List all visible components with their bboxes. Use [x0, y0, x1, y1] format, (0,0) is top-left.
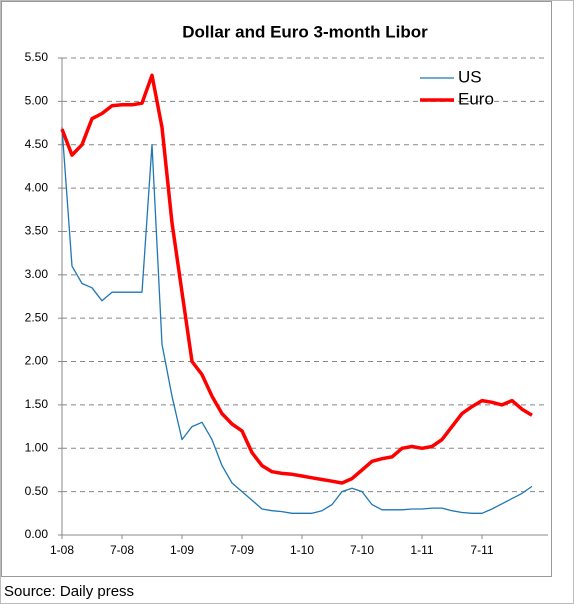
- y-tick-label: 4.00: [25, 180, 49, 194]
- y-tick-label: 2.00: [25, 354, 49, 368]
- chart-title: Dollar and Euro 3-month Libor: [182, 22, 428, 41]
- x-tick-label: 7-09: [230, 543, 254, 557]
- y-tick-label: 5.00: [25, 94, 49, 108]
- x-tick-label: 7-10: [350, 543, 374, 557]
- source-note: Source: Daily press: [4, 583, 134, 600]
- y-tick-label: 1.50: [25, 397, 49, 411]
- line-series: [61, 127, 533, 514]
- x-tick-label: 1-11: [410, 543, 433, 557]
- x-tick-label: 1-09: [170, 543, 194, 557]
- x-tick-label: 7-08: [110, 543, 134, 557]
- x-tick-label: 7-11: [470, 543, 493, 557]
- y-tick-label: 5.50: [25, 50, 49, 64]
- line-series: [60, 73, 533, 485]
- y-tick-label: 3.00: [25, 267, 49, 281]
- y-tick-label: 0.50: [25, 484, 49, 498]
- y-tick-label: 1.00: [25, 440, 49, 454]
- y-tick-label: 4.50: [25, 137, 49, 151]
- y-tick-label: 0.00: [25, 527, 49, 541]
- x-tick-label: 1-08: [50, 543, 74, 557]
- legend-label: Euro: [458, 89, 494, 108]
- y-tick-label: 3.50: [25, 224, 49, 238]
- x-tick-label: 1-10: [290, 543, 314, 557]
- chart-frame: [1, 1, 552, 577]
- y-tick-label: 2.50: [25, 310, 49, 324]
- legend-label: US: [458, 67, 482, 86]
